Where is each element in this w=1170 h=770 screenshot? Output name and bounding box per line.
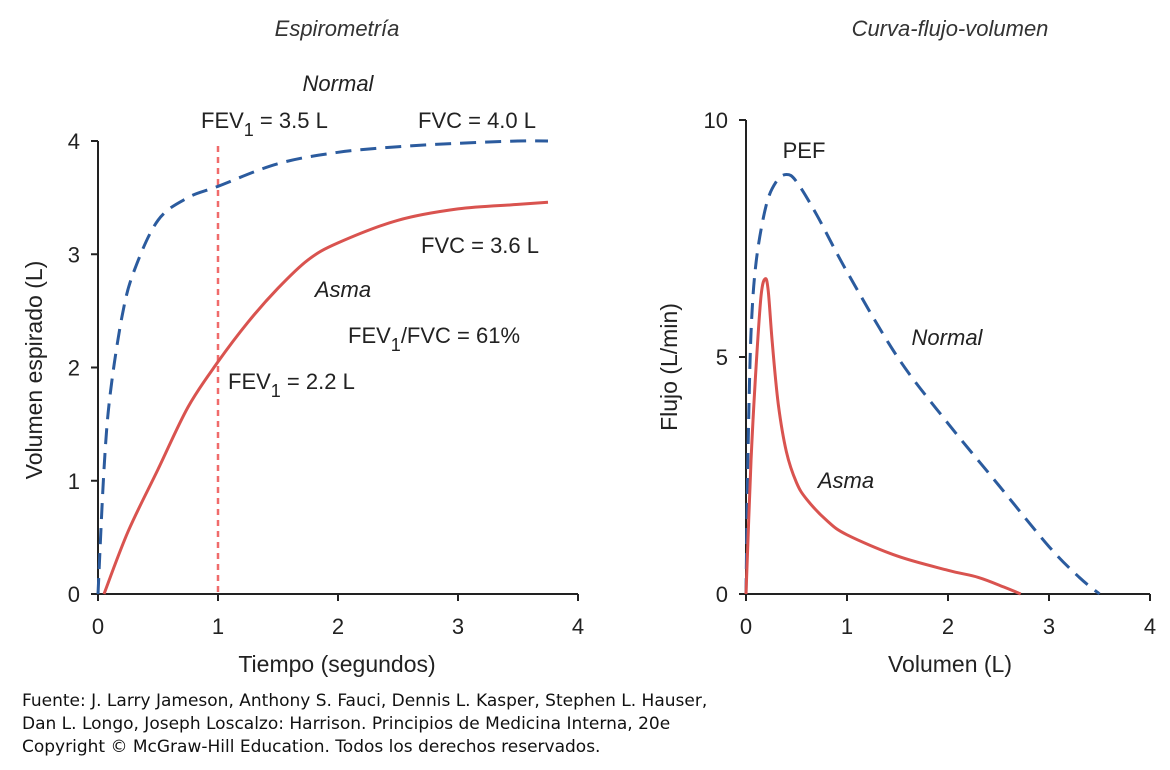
spirometry-y-tick-label: 0 xyxy=(68,582,80,607)
fev1-normal-annotation: FEV1 = 3.5 L xyxy=(201,108,328,140)
spirometry-x-label: Tiempo (segundos) xyxy=(238,651,435,677)
flow-volume-normal-label: Normal xyxy=(912,325,984,350)
fvc-asma-annotation: FVC = 3.6 L xyxy=(421,233,539,258)
spirometry-x-tick-label: 1 xyxy=(212,614,224,639)
flow-volume-title: Curva-flujo-volumen xyxy=(852,16,1049,41)
spirometry-y-label: Volumen espirado (L) xyxy=(21,261,47,480)
flow-volume-y-tick-label: 10 xyxy=(704,108,728,133)
spirometry-x-tick-label: 2 xyxy=(332,614,344,639)
source-line-2: Dan L. Longo, Joseph Loscalzo: Harrison.… xyxy=(22,714,671,734)
spirometry-asma-label: Asma xyxy=(313,277,371,302)
flow-volume-x-tick-label: 3 xyxy=(1043,614,1055,639)
flow-volume-y-tick-label: 5 xyxy=(716,345,728,370)
spirometry-normal-line xyxy=(96,139,549,595)
pef-annotation: PEF xyxy=(783,138,826,163)
spirometry-title: Espirometría xyxy=(275,16,400,41)
flow-volume-chart: Curva-flujo-volumen 0 1 2 3 4 0 5 10 PEF Normal… xyxy=(656,16,1156,677)
spirometry-ticks: 0 1 2 3 4 0 1 2 3 4 xyxy=(68,129,584,639)
spirometry-x-tick-label: 4 xyxy=(572,614,584,639)
figure-canvas: Espirometría 0 1 2 3 4 0 1 2 3 4 Normal Asma FEV1… xyxy=(21,16,1156,677)
source-citation: Fuente: J. Larry Jameson, Anthony S. Fau… xyxy=(22,690,1142,759)
spirometry-x-tick-label: 3 xyxy=(452,614,464,639)
flow-volume-asma-line xyxy=(744,277,1022,596)
spirometry-y-tick-label: 3 xyxy=(68,242,80,267)
ratio-asma-annotation: FEV1/FVC = 61% xyxy=(348,323,520,355)
flow-volume-ticks: 0 1 2 3 4 0 5 10 xyxy=(704,108,1157,639)
spirometry-asma-line xyxy=(102,200,549,595)
spirometry-x-tick-label: 0 xyxy=(92,614,104,639)
spirometry-normal-label: Normal xyxy=(303,71,375,96)
fev1-asma-annotation: FEV1 = 2.2 L xyxy=(228,369,355,401)
fvc-normal-annotation: FVC = 4.0 L xyxy=(418,108,536,133)
flow-volume-x-tick-label: 0 xyxy=(740,614,752,639)
spirometry-y-tick-label: 4 xyxy=(68,129,80,154)
flow-volume-x-tick-label: 1 xyxy=(841,614,853,639)
source-line-1: Fuente: J. Larry Jameson, Anthony S. Fau… xyxy=(22,691,708,711)
spirometry-chart: Espirometría 0 1 2 3 4 0 1 2 3 4 Normal Asma FEV1… xyxy=(21,16,584,677)
flow-volume-x-tick-label: 4 xyxy=(1144,614,1156,639)
flow-volume-x-tick-label: 2 xyxy=(942,614,954,639)
source-line-3: Copyright © McGraw-Hill Education. Todos… xyxy=(22,737,601,757)
flow-volume-x-label: Volumen (L) xyxy=(888,651,1012,677)
spirometry-y-tick-label: 2 xyxy=(68,356,80,381)
flow-volume-asma-label: Asma xyxy=(816,468,874,493)
spirometry-y-tick-label: 1 xyxy=(68,469,80,494)
flow-volume-normal-line xyxy=(744,172,1101,596)
flow-volume-y-label: Flujo (L/min) xyxy=(656,303,682,431)
flow-volume-y-tick-label: 0 xyxy=(716,582,728,607)
